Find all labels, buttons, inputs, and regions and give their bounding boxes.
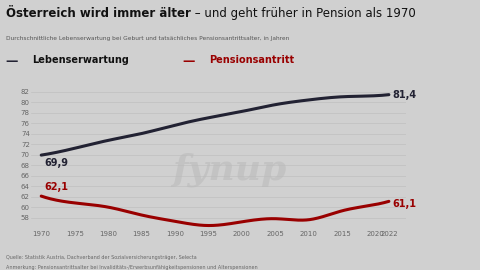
Text: 81,4: 81,4 — [392, 90, 416, 100]
Text: Anmerkung: Pensionsantrittsalter bei Invaliditäts-/Erwerbsunfähigkeitspensionen : Anmerkung: Pensionsantrittsalter bei Inv… — [6, 265, 257, 270]
Text: 61,1: 61,1 — [392, 199, 416, 209]
Text: 69,9: 69,9 — [45, 158, 69, 168]
Text: —: — — [6, 55, 18, 68]
Text: – und geht früher in Pension als 1970: – und geht früher in Pension als 1970 — [191, 7, 415, 20]
Text: Quelle: Statistik Austria, Dachverband der Sozialversicherungsträger, Selecta: Quelle: Statistik Austria, Dachverband d… — [6, 255, 196, 260]
Text: Durchschnittliche Lebenserwartung bei Geburt und tatsächliches Pensionsantrittsa: Durchschnittliche Lebenserwartung bei Ge… — [6, 36, 289, 42]
Text: Lebenserwartung: Lebenserwartung — [32, 55, 129, 65]
Text: —: — — [182, 55, 195, 68]
Text: Pensionsantritt: Pensionsantritt — [209, 55, 294, 65]
Text: Österreich wird immer älter: Österreich wird immer älter — [6, 7, 191, 20]
Text: 62,1: 62,1 — [45, 183, 69, 193]
Text: fynup: fynup — [172, 152, 287, 187]
